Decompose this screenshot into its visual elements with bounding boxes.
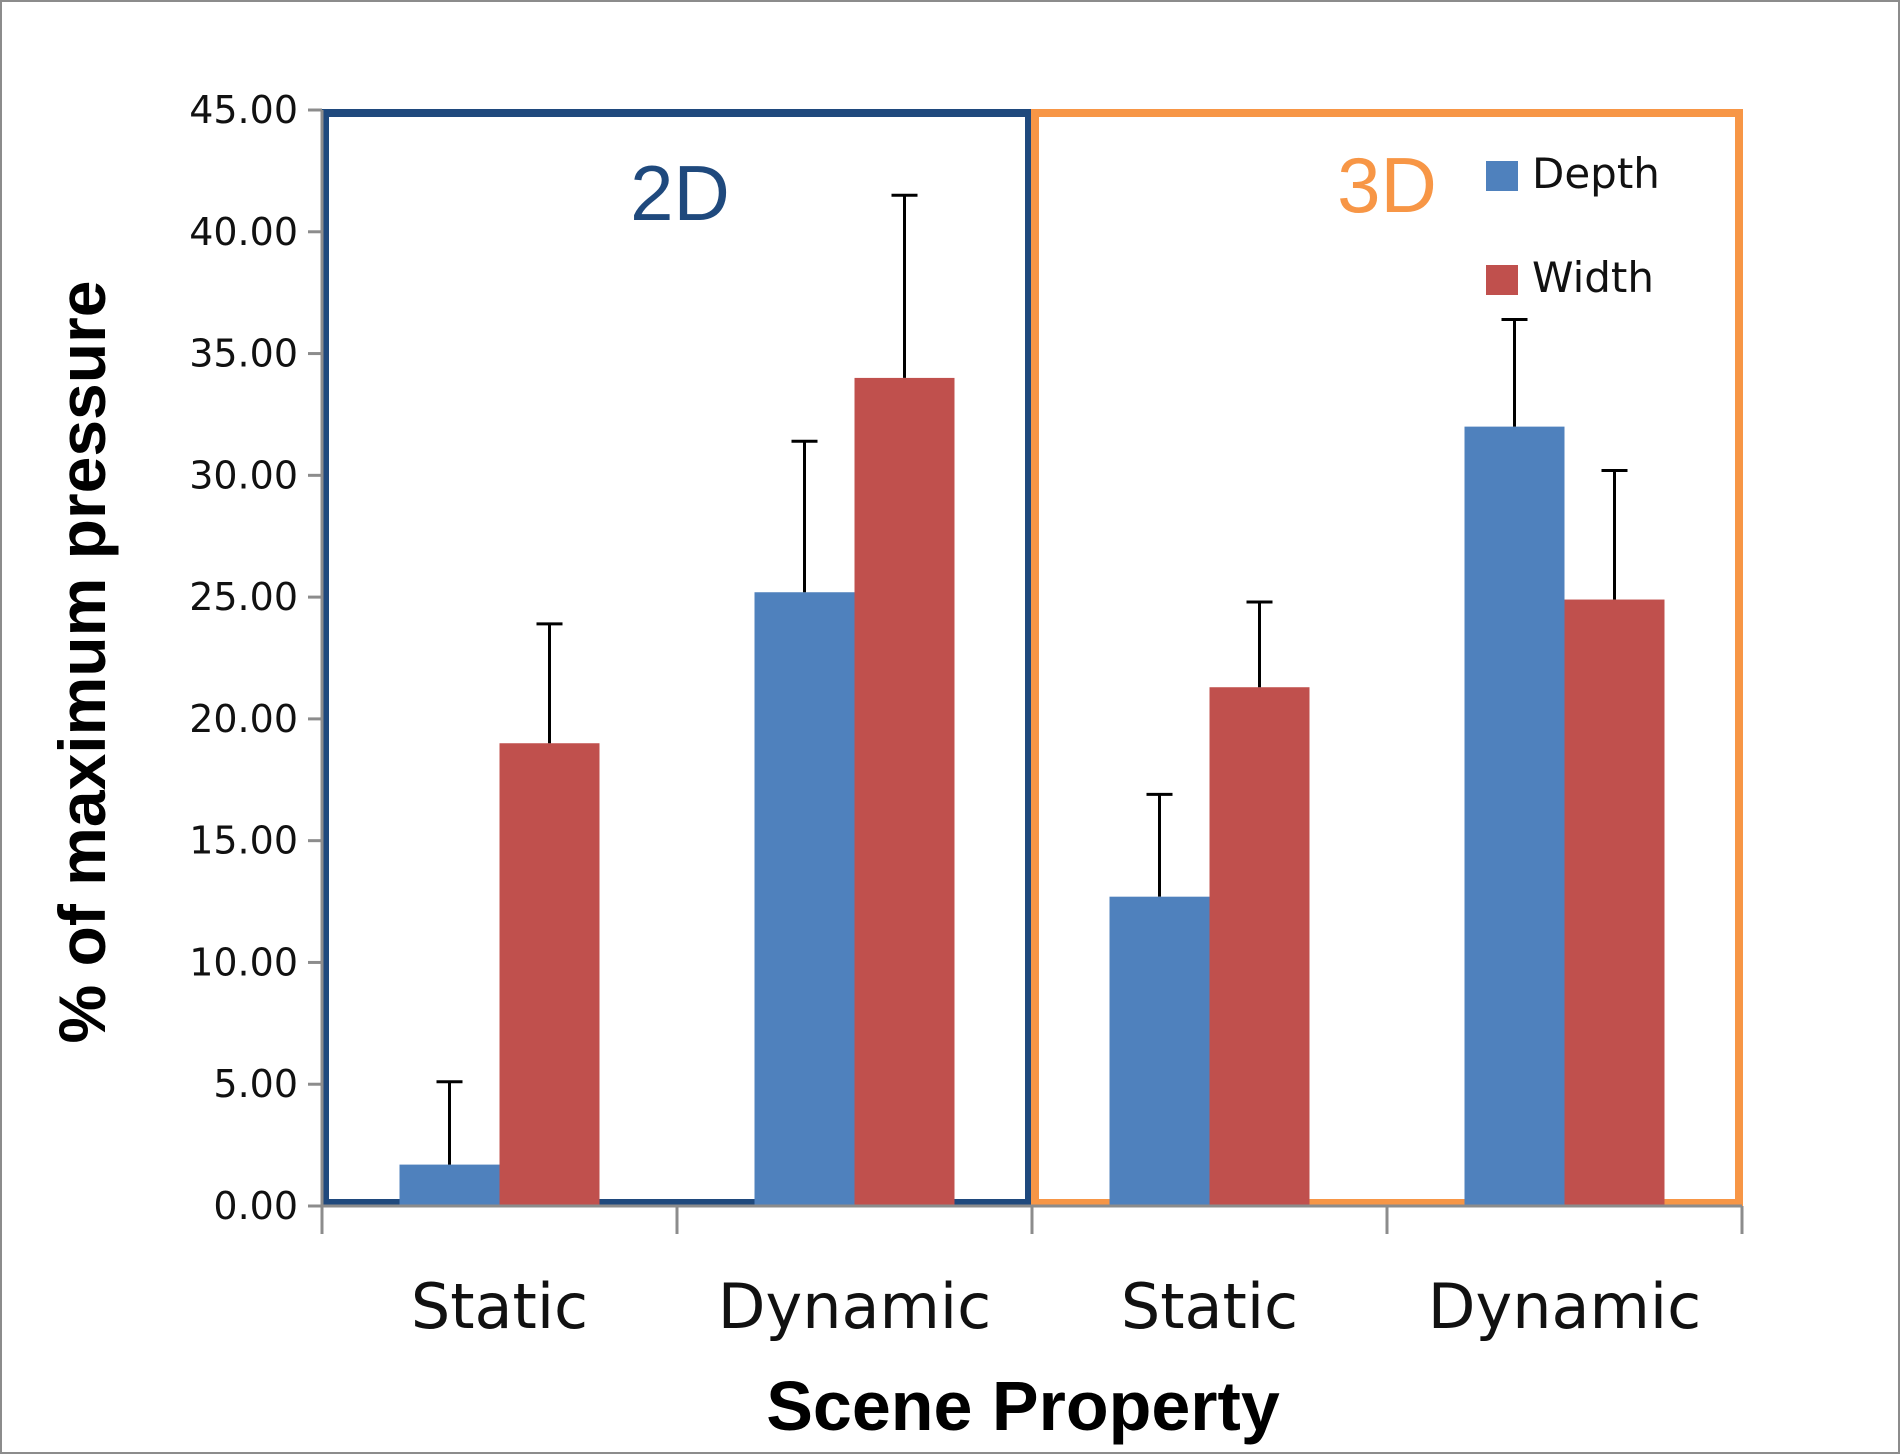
x-axis-title: Scene Property — [766, 1367, 1280, 1445]
y-tick-label-8: 40.00 — [189, 210, 298, 254]
x-category-label-1: Dynamic — [718, 1270, 991, 1343]
group-box-3d — [1031, 109, 1743, 1207]
x-category-label-3: Dynamic — [1428, 1270, 1701, 1343]
y-axis-title: % of maximum pressure — [45, 281, 119, 1044]
x-category-label-2: Static — [1121, 1270, 1298, 1343]
bar-width-3 — [1564, 599, 1665, 1206]
bar-depth-0 — [399, 1164, 500, 1206]
legend-label-depth: Depth — [1532, 149, 1660, 198]
group-label-3d: 3D — [1337, 141, 1437, 229]
y-tick-label-6: 30.00 — [189, 453, 298, 497]
bar-depth-2 — [1109, 896, 1210, 1206]
x-category-label-0: Static — [411, 1270, 588, 1343]
group-label-2d: 2D — [630, 149, 730, 237]
bar-depth-1 — [754, 592, 855, 1206]
y-tick-label-4: 20.00 — [189, 697, 298, 741]
y-tick-label-5: 25.00 — [189, 575, 298, 619]
bar-width-1 — [854, 377, 955, 1206]
bar-depth-3 — [1464, 426, 1565, 1207]
bar-width-2 — [1209, 687, 1310, 1206]
y-tick-label-7: 35.00 — [189, 332, 298, 376]
bar-width-0 — [499, 743, 600, 1206]
group-box-2d — [321, 109, 1033, 1207]
y-tick-label-1: 5.00 — [213, 1062, 298, 1106]
y-tick-label-0: 0.00 — [213, 1184, 298, 1228]
legend-swatch-depth — [1486, 161, 1518, 191]
y-tick-label-2: 10.00 — [189, 940, 298, 984]
y-tick-label-3: 15.00 — [189, 819, 298, 863]
y-tick-label-9: 45.00 — [189, 88, 298, 132]
legend-label-width: Width — [1532, 253, 1654, 302]
legend-swatch-width — [1486, 265, 1518, 295]
